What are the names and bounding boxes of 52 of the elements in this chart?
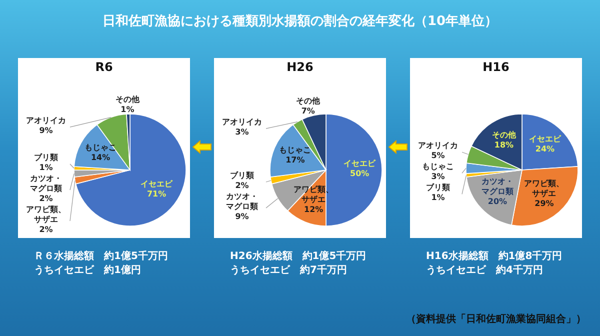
slice-label: アオリイカ: [26, 116, 66, 126]
text: 日和佐町漁協における種類別水揚額の割合の経年変化（10年単位）: [101, 12, 499, 30]
slice-label: アオリイカ: [418, 141, 458, 150]
chart-title: H16: [482, 60, 510, 74]
data-label: 3%: [431, 172, 445, 182]
slice-label: イセエビ: [344, 159, 377, 168]
data-label: 12%: [304, 205, 324, 214]
data-label: 2%: [39, 225, 53, 234]
slice-label: その他: [115, 95, 140, 104]
text: うちイセエビ 約7千万円: [230, 265, 347, 276]
data-label: 1%: [120, 105, 134, 114]
slice-label: アワビ類、サザエ: [524, 179, 564, 198]
slice-label: イセエビ: [140, 180, 174, 189]
data-label: 71%: [146, 190, 166, 199]
slice-label: カツオ・マグロ類: [30, 174, 62, 193]
slice-label: その他: [492, 130, 517, 140]
data-label: 18%: [494, 140, 514, 150]
pie-slice: [75, 114, 186, 226]
data-label: 1%: [431, 193, 445, 202]
text: うちイセエビ 約4千万円: [426, 265, 543, 276]
text: Ｒ６水揚総額 約1億5千万円: [34, 251, 168, 262]
chart-title: H26: [286, 60, 314, 74]
text: H16水揚総額 約1億8千万円: [426, 251, 562, 262]
slice-label: ブリ類: [34, 153, 58, 162]
data-label: 2%: [235, 180, 249, 190]
slice-label: ブリ類: [426, 183, 450, 192]
data-label: 50%: [350, 169, 370, 178]
data-label: 7%: [301, 106, 315, 116]
text: H26水揚総額 約1億5千万円: [230, 251, 366, 262]
data-label: 29%: [534, 199, 554, 208]
data-label: 3%: [235, 128, 249, 137]
text: （資料提供「日和佐町漁業協同組合」）: [406, 312, 586, 326]
slice-label: イセエビ: [529, 134, 562, 144]
data-label: 24%: [535, 144, 555, 154]
chart-title: R6: [95, 60, 113, 74]
slice-label: アワビ類、サザエ: [26, 205, 66, 224]
slice-label: もじゃこ: [422, 162, 454, 172]
data-label: 2%: [39, 194, 53, 203]
data-label: 9%: [235, 212, 249, 221]
data-label: 1%: [39, 163, 53, 172]
slice-label: カツオ・マグロ類: [226, 192, 258, 211]
data-label: 5%: [431, 151, 445, 160]
data-label: 20%: [488, 197, 508, 206]
text: うちイセエビ 約1億円: [34, 265, 141, 276]
slice-label: もじゃこ: [279, 146, 312, 155]
slice-label: アオリイカ: [222, 118, 262, 127]
data-label: 14%: [90, 152, 110, 162]
data-label: 17%: [286, 156, 305, 165]
legend-label: カツオ・マグロ類: [482, 177, 514, 196]
slice-label: ブリ類: [230, 170, 254, 180]
data-label: 9%: [39, 126, 53, 136]
slice-label: その他: [296, 96, 322, 106]
